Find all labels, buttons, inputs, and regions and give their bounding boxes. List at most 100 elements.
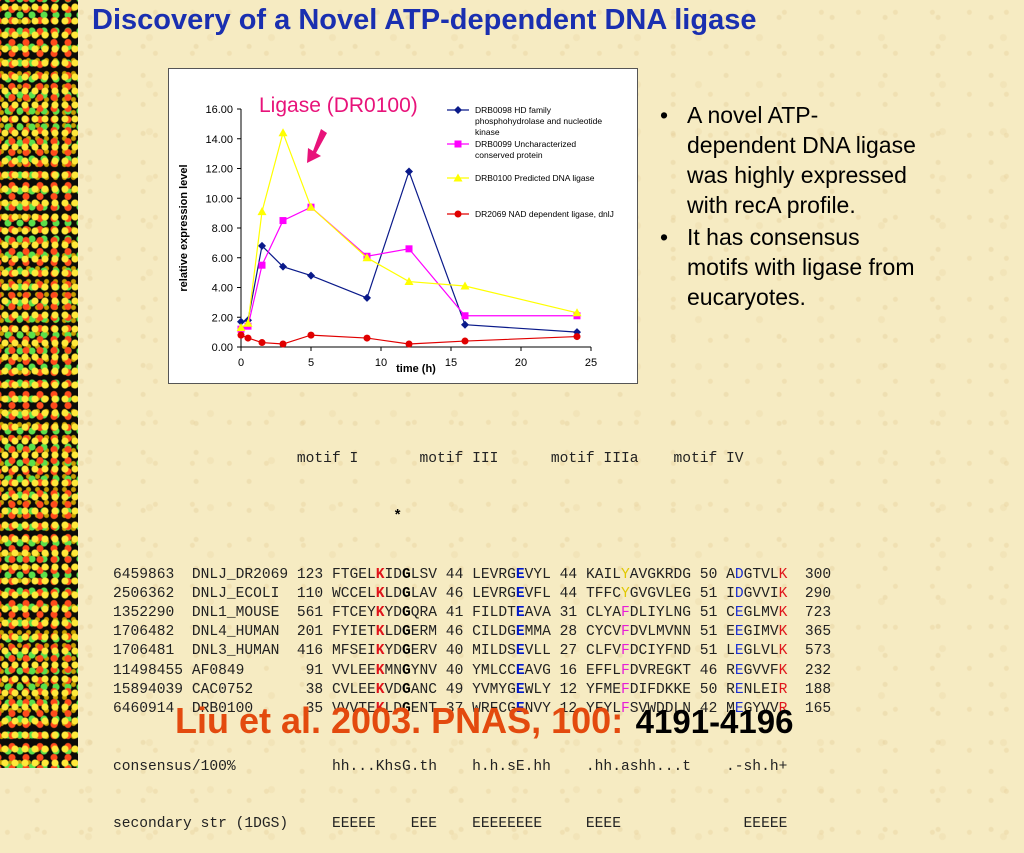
sequence-text: GVVI [743, 585, 779, 602]
sequence-text: YD [384, 604, 403, 621]
data-point-marker [461, 320, 469, 329]
motif-residue: Y [620, 585, 630, 602]
motif-residue: E [515, 585, 525, 602]
data-point-marker [404, 277, 414, 286]
bullet-text-line: A novel ATP- [687, 102, 819, 128]
ligase-annotation: Ligase (DR0100) [259, 94, 418, 117]
sequence-text: GVVF [743, 662, 779, 679]
motif-residue: K [375, 566, 385, 583]
motif-residue: E [734, 662, 744, 679]
legend-entry-text: DR2069 NAD dependent ligase, dnlJ [475, 209, 614, 219]
sequence-text: 11498455 AF0849 91 VVLEE [113, 662, 376, 679]
citation-pages: 4191-4196 [635, 703, 794, 740]
motif-residue: E [734, 624, 744, 641]
y-tick-label: 10.00 [205, 193, 233, 205]
bullet-dot-icon: • [660, 224, 669, 250]
sequence-text: 1706482 DNL4_HUMAN 201 FYIET [113, 624, 376, 641]
data-point-marker [573, 333, 581, 341]
motif-residue: E [734, 643, 744, 660]
data-point-marker [405, 167, 413, 176]
sequence-text: NLEI [743, 681, 779, 698]
bullet-list: • A novel ATP-dependent DNA ligase was hig… [660, 100, 1000, 314]
sequence-text: 232 [787, 662, 832, 679]
sequence-text: VYL 44 KAIL [524, 566, 621, 583]
series-line [240, 130, 578, 329]
motif-residue: F [620, 700, 630, 717]
motif-residue: G [402, 604, 411, 621]
motif-residue: R [778, 681, 788, 698]
motif-alignment: motif I motif III motif IIIa motif IV * … [113, 412, 831, 853]
sequence-text: GIMV [743, 624, 779, 641]
data-point-marker [258, 339, 266, 347]
x-tick-label: 0 [238, 357, 244, 369]
motif-residue: E [515, 681, 525, 698]
sequence-text: AVGKRDG 50 A [629, 566, 735, 583]
x-tick-label: 20 [515, 357, 527, 369]
motif-residue: E [515, 566, 525, 583]
motif-header: motif I motif III motif IIIa motif IV [113, 451, 744, 468]
x-tick-label: 15 [445, 357, 457, 369]
sequence-text: ERV 40 MILDS [410, 643, 516, 660]
bullet-text-line: was highly expressed [687, 162, 907, 188]
sequence-text: YD [384, 643, 403, 660]
motif-residue: D [734, 566, 744, 583]
motif-residue: F [620, 624, 630, 641]
bullet-item: • A novel ATP-dependent DNA ligase was hig… [660, 100, 1000, 220]
motif-residue: E [515, 662, 525, 679]
annotation-arrow-icon [307, 129, 327, 163]
data-point-marker [461, 337, 469, 345]
legend-entry-text: conserved protein [475, 150, 543, 160]
y-tick-label: 6.00 [212, 253, 233, 265]
sequence-text: QRA 41 FILDT [410, 604, 516, 621]
motif-residue: E [515, 604, 525, 621]
legend-entry-text: kinase [475, 127, 500, 137]
x-tick-label: 10 [375, 357, 387, 369]
alignment-row: 6459863 DNLJ_DR2069 123 FTGELKIDGLSV 44 … [113, 566, 831, 585]
data-point-marker [258, 261, 266, 269]
sequence-text: DIFDKKE 50 R [629, 681, 735, 698]
motif-residue: K [375, 643, 385, 660]
sequence-text: 1352290 DNL1_MOUSE 561 FTCEY [113, 604, 376, 621]
motif-residue: E [515, 624, 525, 641]
sequence-text: MMA 28 CYCV [524, 624, 621, 641]
secondary-structure-line: secondary str (1DGS) EEEEE EEE EEEEEEEE … [113, 816, 788, 833]
sequence-text: 165 [787, 700, 832, 717]
y-tick-label: 12.00 [205, 164, 233, 176]
data-point-marker [454, 210, 462, 218]
sequence-text: DLIYLNG 51 C [629, 604, 735, 621]
sequence-text: 6459863 DNLJ_DR2069 123 FTGEL [113, 566, 376, 583]
alignment-row: 11498455 AF0849 91 VVLEEKMNGYNV 40 YMLCC… [113, 662, 831, 681]
data-point-marker [243, 318, 253, 327]
motif-residue: G [402, 681, 411, 698]
sequence-text: LD [384, 585, 403, 602]
sequence-text: AVA 31 CLYA [524, 604, 621, 621]
data-point-marker [307, 271, 315, 280]
sequence-text: 573 [787, 643, 832, 660]
motif-residue: K [375, 700, 385, 717]
y-axis-label: relative expression level [178, 164, 190, 291]
data-point-marker [363, 334, 371, 342]
sequence-text: YNV 40 YMLCC [410, 662, 516, 679]
sequence-text: DVLMVNN 51 E [629, 624, 735, 641]
sequence-text: 188 [787, 681, 832, 698]
microarray-image-strip [0, 0, 78, 768]
alignment-row: 15894039 CAC0752 38 CVLEEKVDGANC 49 YVMY… [113, 681, 831, 700]
sequence-text: GLVL [743, 643, 779, 660]
sequence-text: AVG 16 EFFL [524, 662, 621, 679]
motif-residue: Y [620, 566, 630, 583]
expression-chart: 0.00 2.00 4.00 6.00 8.00 10.00 12.00 14.00 16.00… [168, 68, 638, 384]
y-tick-label: 8.00 [212, 223, 233, 235]
x-tick-label: 5 [308, 357, 314, 369]
motif-residue: K [778, 585, 788, 602]
sequence-text: VD [384, 681, 403, 698]
data-point-marker [237, 317, 245, 326]
data-point-marker [257, 207, 267, 216]
data-point-marker [279, 340, 287, 348]
data-point-marker [454, 140, 462, 148]
motif-residue: K [375, 624, 385, 641]
sequence-text: 723 [787, 604, 832, 621]
legend-entry-text: DRB0100 Predicted DNA ligase [475, 173, 595, 183]
sequence-text: GYVV [743, 700, 779, 717]
y-tick-label: 0.00 [212, 342, 233, 354]
sequence-text: 6460914 DRB0100 35 VVVTE [113, 700, 376, 717]
